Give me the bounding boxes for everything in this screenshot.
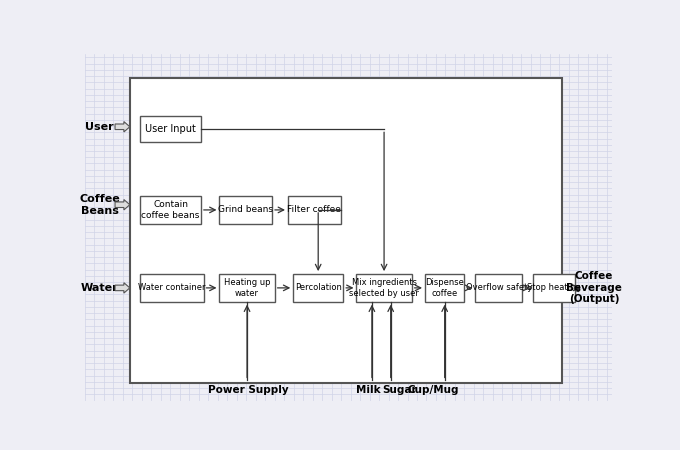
Text: Power Supply: Power Supply [208, 385, 289, 395]
Text: Milk: Milk [356, 385, 381, 395]
Polygon shape [115, 199, 130, 210]
Text: Percolation: Percolation [294, 284, 341, 292]
Bar [288, 196, 341, 224]
Text: Cup/Mug: Cup/Mug [407, 385, 458, 395]
Text: Water container: Water container [138, 284, 206, 292]
Text: Contain
coffee beans: Contain coffee beans [141, 200, 200, 220]
Text: Coffee
Beverage
(Output): Coffee Beverage (Output) [566, 271, 622, 305]
Text: Water: Water [81, 283, 118, 293]
Text: Overflow safety: Overflow safety [466, 284, 532, 292]
Bar [356, 274, 412, 302]
Text: Sugar: Sugar [381, 385, 416, 395]
Bar [140, 117, 201, 142]
Bar [220, 274, 275, 302]
Polygon shape [115, 122, 130, 132]
Text: Mix ingredients
selected by user: Mix ingredients selected by user [349, 278, 419, 297]
Bar [533, 274, 575, 302]
Bar [220, 196, 272, 224]
Bar [140, 274, 203, 302]
Bar [425, 274, 464, 302]
Text: Coffee
Beans: Coffee Beans [80, 194, 120, 216]
Text: User: User [86, 122, 114, 132]
Bar [293, 274, 343, 302]
Polygon shape [115, 283, 130, 293]
Text: Filter coffee: Filter coffee [288, 205, 341, 214]
Text: User Input: User Input [146, 124, 196, 135]
Text: Stop heating: Stop heating [527, 284, 581, 292]
Text: Dispense
coffee: Dispense coffee [425, 278, 464, 297]
Bar [475, 274, 522, 302]
Text: Heating up
water: Heating up water [224, 278, 271, 297]
Bar [140, 196, 201, 224]
Text: Grind beans: Grind beans [218, 205, 273, 214]
Bar [130, 78, 562, 383]
